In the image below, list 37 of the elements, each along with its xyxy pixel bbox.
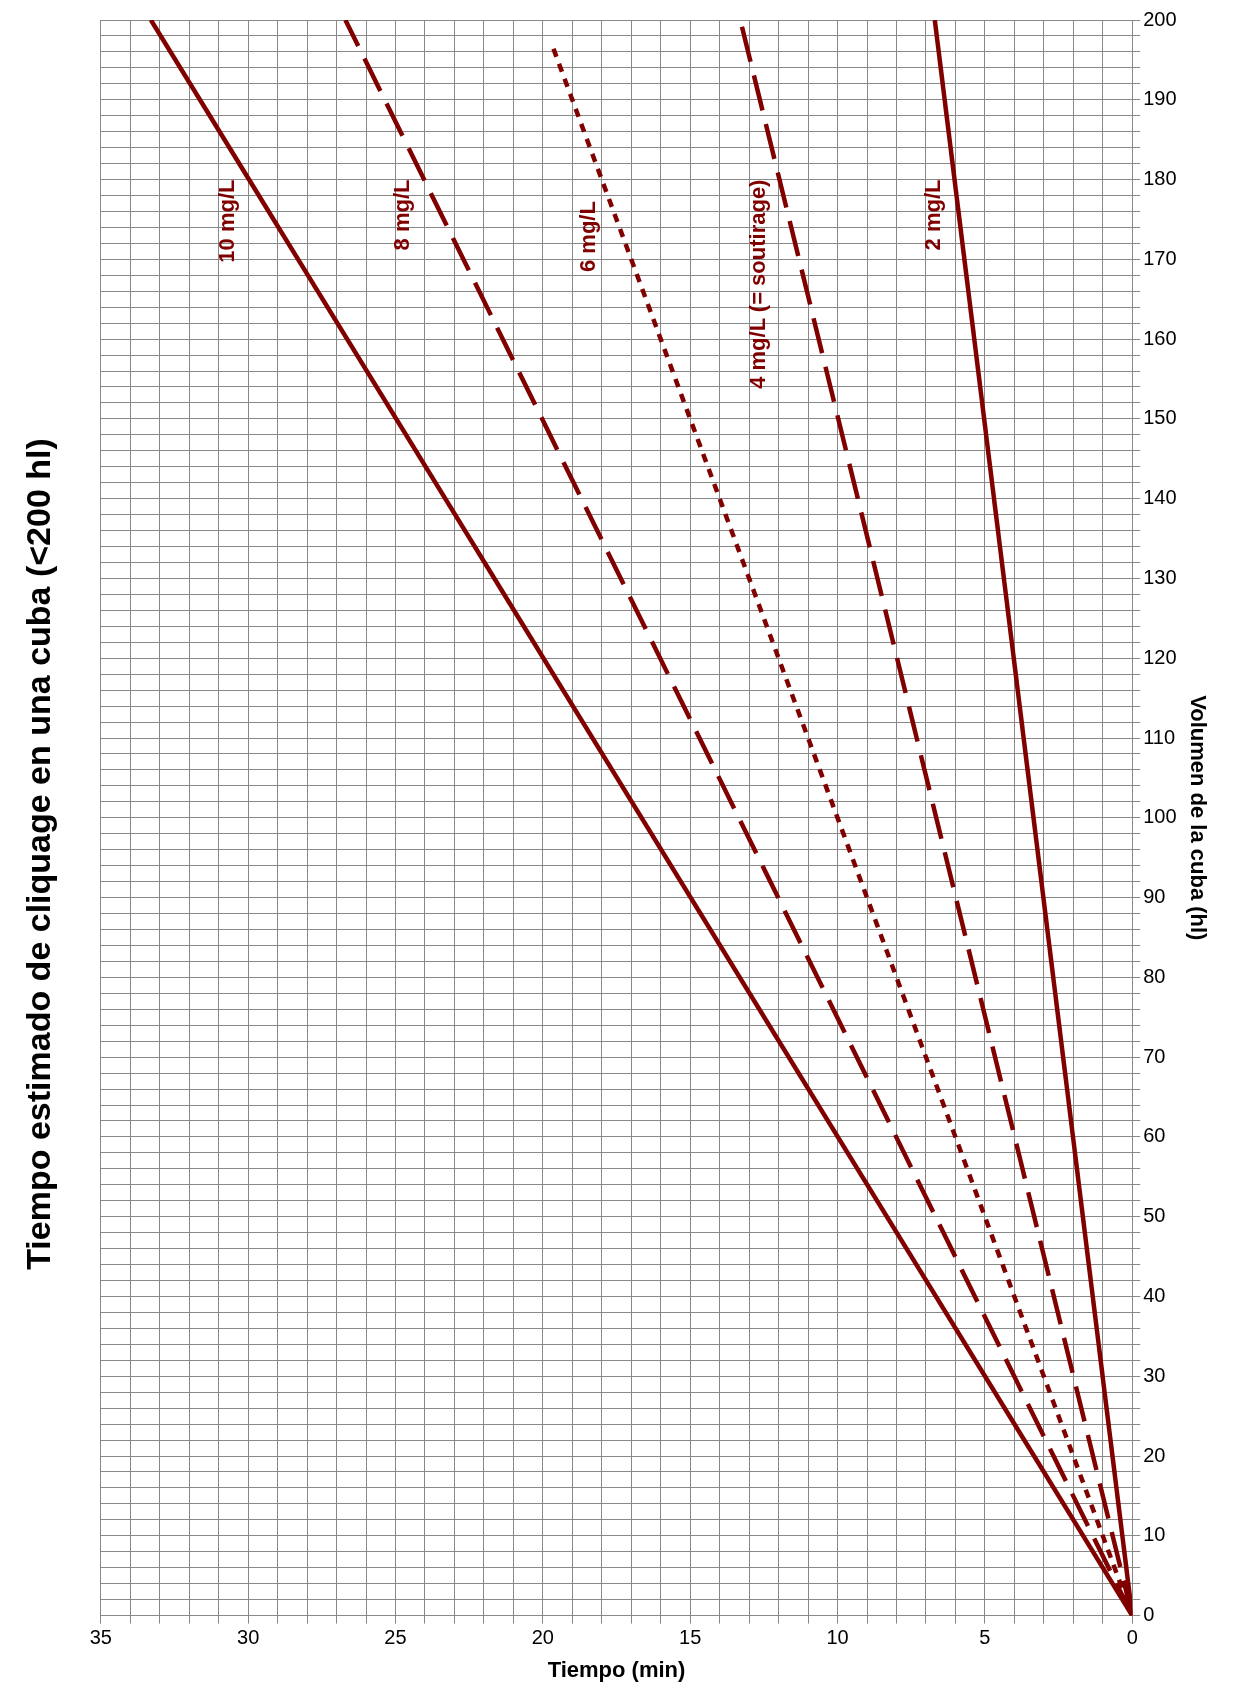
x-tick-label: 0 — [1126, 1626, 1138, 1649]
y-tick-label: 0 — [1143, 1603, 1155, 1626]
text: Tiempo estimado de cliquage en una cuba (<200 hl) — [18, 438, 57, 1270]
y-tick-label: 200 — [1143, 7, 1177, 30]
text: 8 mg/L — [389, 179, 415, 251]
text: 4 mg/L (= soutirage) — [744, 179, 770, 389]
y-tick-label: 40 — [1143, 1284, 1166, 1306]
x-axis-title: Tiempo (min) — [547, 1656, 686, 1682]
y-tick-label: 30 — [1143, 1363, 1166, 1386]
y-tick-label: 180 — [1143, 167, 1177, 190]
y-tick-label: 160 — [1143, 326, 1177, 349]
x-tick-label: 15 — [679, 1626, 702, 1649]
y-axis-title: Volumen de la cuba (hl) — [1185, 695, 1211, 941]
y-tick-label: 170 — [1143, 246, 1177, 269]
y-tick-label: 190 — [1143, 87, 1177, 110]
y-tick-label: 130 — [1143, 565, 1177, 588]
y-tick-label: 140 — [1143, 486, 1177, 509]
x-tick-label: 25 — [384, 1626, 407, 1649]
x-tick-label: 30 — [237, 1626, 260, 1649]
x-tick-label: 35 — [89, 1626, 112, 1649]
y-tick-label: 20 — [1143, 1443, 1166, 1466]
y-tick-label: 150 — [1143, 406, 1177, 429]
y-tick-label: 60 — [1143, 1124, 1166, 1147]
y-tick-label: 100 — [1143, 805, 1177, 828]
y-tick-label: 80 — [1143, 964, 1166, 987]
y-tick-label: 70 — [1143, 1044, 1166, 1067]
x-tick-label: 5 — [979, 1626, 991, 1649]
text: 2 mg/L — [919, 179, 945, 251]
y-tick-label: 10 — [1143, 1523, 1166, 1546]
y-tick-label: 90 — [1143, 885, 1166, 908]
x-tick-label: 10 — [826, 1626, 849, 1649]
text: 10 mg/L — [214, 179, 240, 263]
y-tick-label: 110 — [1143, 725, 1176, 748]
text: 6 mg/L — [574, 201, 600, 273]
y-tick-label: 50 — [1143, 1204, 1166, 1227]
y-tick-label: 120 — [1143, 645, 1177, 668]
x-tick-label: 20 — [531, 1626, 554, 1649]
